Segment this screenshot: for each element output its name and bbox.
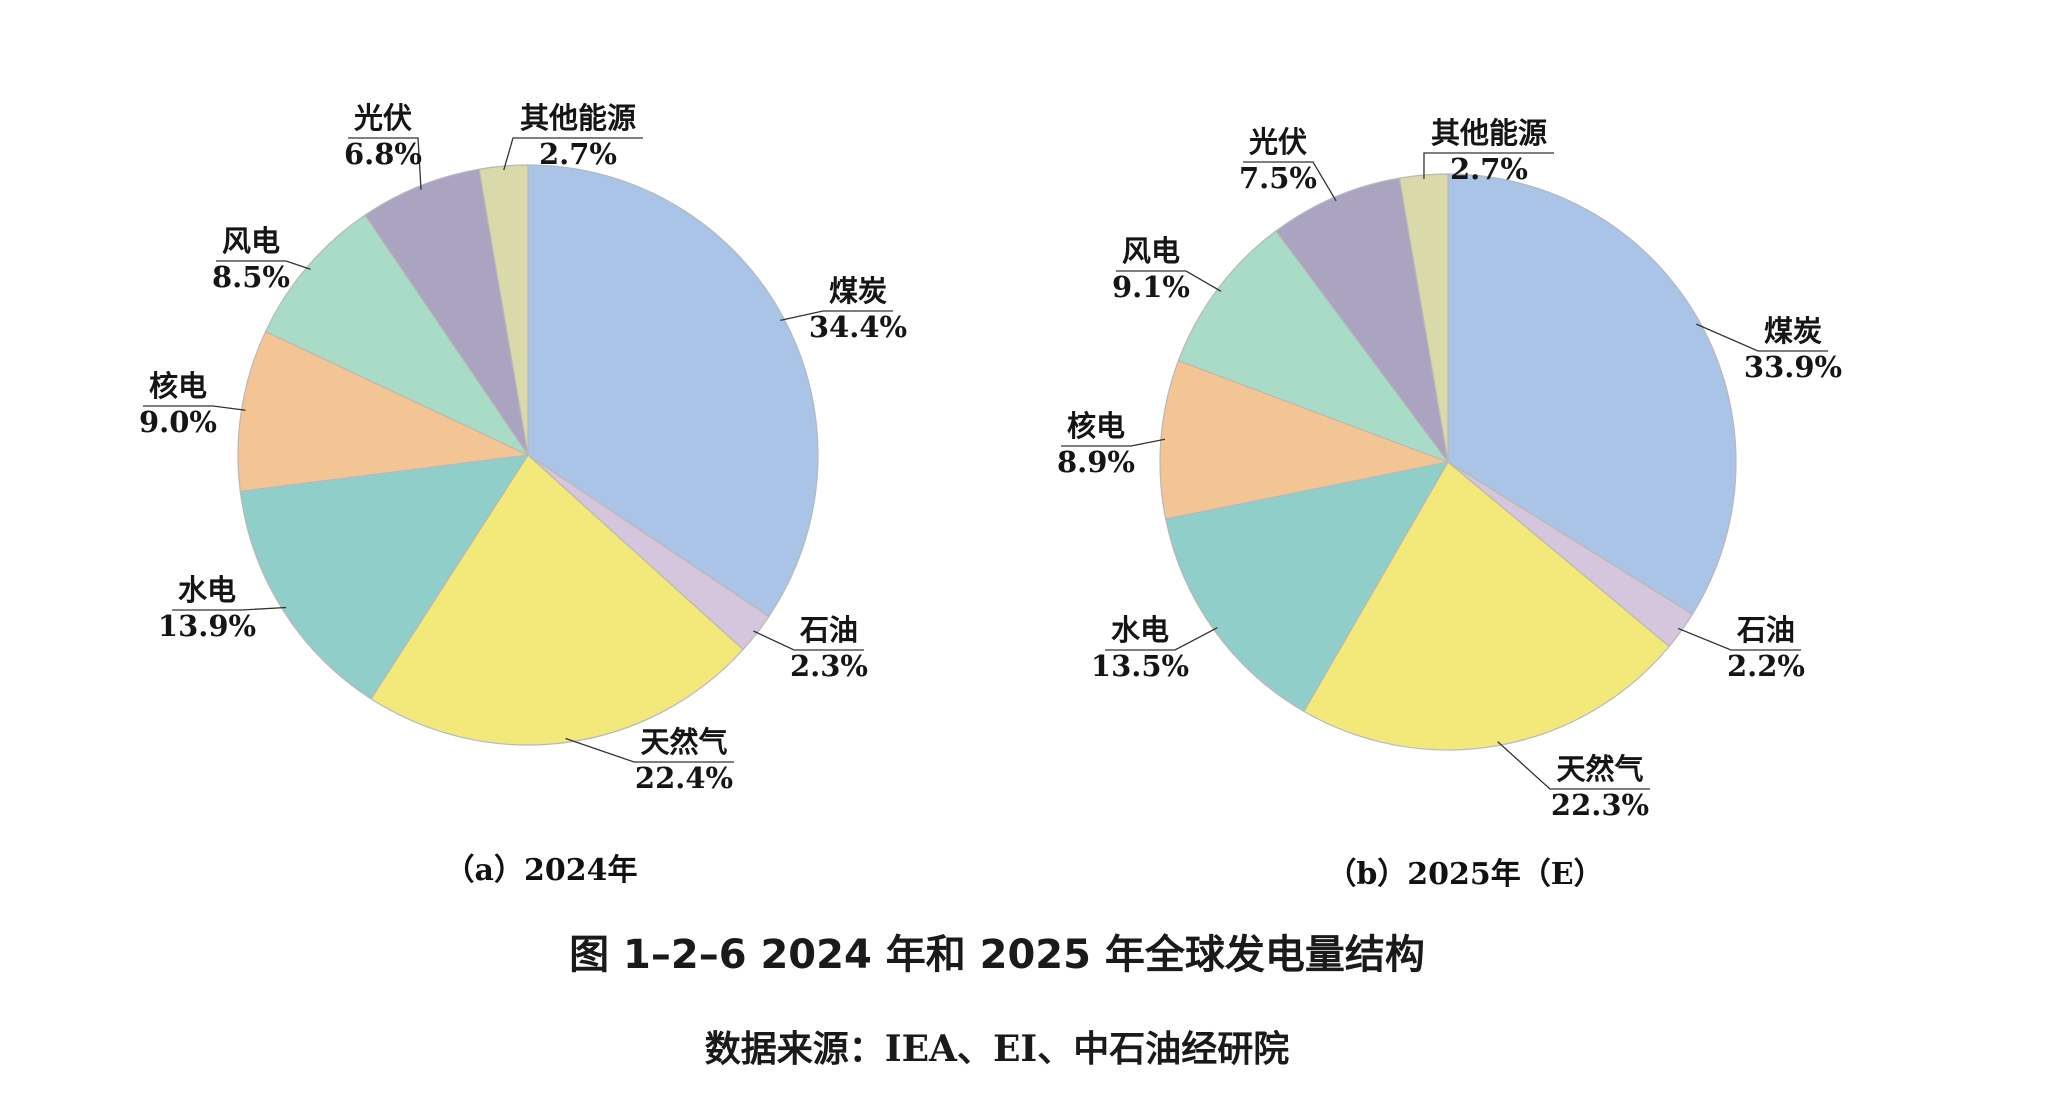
slice-value-hydro: 13.5%: [1091, 649, 1189, 683]
slice-label-oil: 石油: [1736, 613, 1795, 647]
slice-value-coal: 34.4%: [809, 310, 907, 344]
leader-line-hydro: [1105, 627, 1218, 651]
slice-gas: [1303, 461, 1671, 751]
leader-line-other: [503, 137, 643, 171]
slice-value-gas: 22.3%: [1551, 788, 1649, 822]
slice-label-other: 其他能源: [1431, 116, 1547, 150]
slice-label-coal: 煤炭: [1764, 314, 1822, 348]
slice-wind: [264, 214, 530, 457]
slice-hydro: [239, 454, 530, 700]
figure-title: 图 1–2–6 2024 年和 2025 年全球发电量结构: [569, 932, 1425, 978]
slice-label-oil: 石油: [799, 613, 858, 647]
slice-value-wind: 9.1%: [1112, 270, 1190, 304]
slice-label-hydro: 水电: [1111, 613, 1169, 647]
slice-solar: [364, 168, 529, 456]
leader-line-coal: [780, 310, 893, 322]
leader-line-coal: [1696, 323, 1828, 352]
slice-value-gas: 22.4%: [635, 761, 733, 795]
slice-label-wind: 风电: [1122, 234, 1180, 268]
slice-label-nuclear: 核电: [149, 369, 207, 403]
slice-coal: [1447, 173, 1737, 616]
slice-value-oil: 2.2%: [1727, 649, 1805, 683]
slice-other: [478, 164, 529, 456]
slice-label-nuclear: 核电: [1067, 409, 1125, 443]
leader-line-nuclear: [143, 405, 246, 411]
leader-line-other: [1423, 152, 1554, 180]
slice-value-hydro: 13.9%: [158, 609, 256, 643]
leader-line-nuclear: [1061, 438, 1166, 447]
slice-value-coal: 33.9%: [1744, 350, 1842, 384]
slice-label-other: 其他能源: [520, 101, 636, 135]
slice-value-nuclear: 8.9%: [1057, 445, 1135, 479]
slice-label-gas: 天然气: [1556, 752, 1643, 786]
slice-label-solar: 光伏: [354, 101, 412, 135]
leader-line-oil: [1677, 627, 1801, 651]
slice-coal: [527, 164, 819, 618]
slice-value-oil: 2.3%: [790, 649, 868, 683]
slice-value-solar: 7.5%: [1239, 161, 1317, 195]
leader-line-wind: [1116, 270, 1222, 292]
slice-label-gas: 天然气: [640, 725, 727, 759]
leader-line-wind: [216, 260, 311, 270]
slice-label-hydro: 水电: [178, 573, 236, 607]
data-source: 数据来源：IEA、EI、中石油经研院: [704, 1028, 1290, 1070]
subtitle-2024: （a）2024年: [444, 853, 638, 888]
slice-value-solar: 6.8%: [344, 137, 422, 171]
slice-value-wind: 8.5%: [212, 260, 290, 294]
leader-line-gas: [565, 737, 734, 763]
leader-line-solar: [1243, 161, 1337, 202]
slice-label-coal: 煤炭: [829, 274, 887, 308]
slice-gas: [370, 454, 744, 746]
leader-line-hydro: [172, 606, 287, 611]
leader-line-solar: [348, 137, 422, 190]
slice-nuclear: [1159, 359, 1451, 520]
slice-value-other: 2.7%: [539, 137, 617, 171]
slice-value-other: 2.7%: [1450, 152, 1528, 186]
leader-line-gas: [1497, 741, 1650, 790]
subtitle-2025: （b）2025年（E）: [1326, 857, 1604, 892]
slice-label-wind: 风电: [222, 224, 280, 258]
slice-label-solar: 光伏: [1249, 125, 1307, 159]
slice-value-nuclear: 9.0%: [139, 405, 217, 439]
leader-line-oil: [753, 630, 864, 651]
